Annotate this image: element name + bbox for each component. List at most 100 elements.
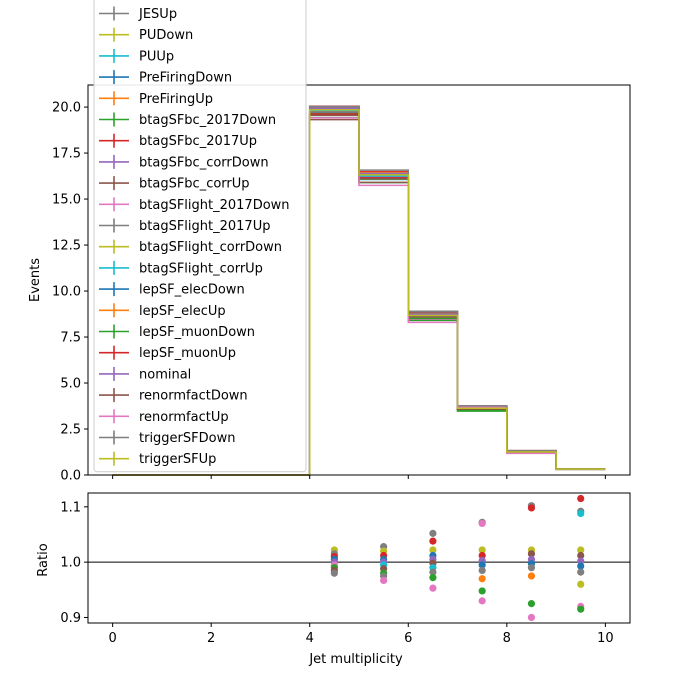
ratio-point [577, 546, 585, 554]
ratio-point [577, 551, 585, 560]
ratio-point [429, 584, 437, 592]
ratio-y-ticks: 0.9 1.0 1.1 [60, 500, 88, 626]
ratio-x-tick-label: 2 [207, 631, 215, 646]
legend-item: btagSFbc_2017Down [99, 112, 276, 128]
legend-label: lepSF_muonDown [139, 325, 255, 340]
legend-label: renormfactUp [139, 410, 229, 425]
ratio-point [429, 546, 437, 554]
legend-label: btagSFlight_2017Down [139, 198, 290, 213]
ratio-y-tick-label: 1.0 [60, 556, 81, 571]
legend-item: renormfactUp [99, 409, 229, 425]
ratio-point [478, 519, 486, 528]
events-y-tick-label: 2.5 [60, 423, 81, 438]
ratio-x-tick-label: 8 [503, 631, 511, 646]
legend-item: btagSFlight_corrDown [99, 239, 282, 255]
ratio-point [478, 566, 486, 575]
legend-label: lepSF_elecDown [139, 283, 245, 298]
legend-label: btagSFlight_corrDown [139, 240, 282, 255]
ratio-x-tick-label: 4 [306, 631, 314, 646]
ratio-point [429, 529, 437, 537]
events-y-tick-label: 0.0 [60, 469, 81, 484]
ratio-point [527, 550, 536, 558]
legend-item: lepSF_elecUp [99, 303, 226, 319]
legend-box [93, 0, 307, 473]
legend-item: btagSFbc_corrUp [99, 176, 250, 192]
ratio-point [577, 494, 585, 503]
legend-label: PreFiringUp [139, 92, 213, 107]
legend-label: PUUp [139, 49, 174, 64]
ratio-point [527, 504, 536, 512]
ratio-point [577, 580, 585, 588]
ratio-point [429, 568, 437, 576]
ratio-x-tick-label: 6 [404, 631, 412, 646]
legend-label: PUDown [139, 28, 193, 43]
legend-item: lepSF_muonDown [99, 324, 255, 340]
events-y-tick-label: 15.0 [52, 193, 81, 208]
legend: JESUp PUDown PUUp PreFiringDown PreFiringUp b… [93, 0, 307, 473]
ratio-y-tick-label: 0.9 [60, 611, 81, 626]
ratio-point [577, 562, 585, 570]
ratio-point [478, 546, 486, 554]
legend-item: JESUp [99, 6, 177, 22]
legend-item: btagSFbc_2017Up [99, 133, 257, 149]
legend-label: btagSFbc_2017Up [139, 134, 257, 149]
ratio-point [577, 605, 585, 613]
ratio-point [527, 613, 536, 622]
ratio-point [577, 568, 585, 576]
events-y-tick-label: 7.5 [60, 331, 81, 346]
ratio-x-tick-label: 10 [597, 631, 614, 646]
ratio-point [429, 537, 437, 545]
legend-label: btagSFlight_2017Up [139, 219, 270, 234]
events-x-ticks [112, 475, 606, 479]
events-axes-frame [87, 84, 631, 476]
ratio-point [527, 600, 536, 608]
ratio-point [527, 572, 536, 580]
x-axis-label: Jet multiplicity [308, 652, 403, 667]
legend-label: btagSFbc_2017Down [139, 113, 276, 128]
legend-item: lepSF_elecDown [99, 282, 245, 298]
legend-item: triggerSFDown [99, 430, 235, 446]
ratio-point [478, 587, 486, 595]
legend-item: btagSFbc_corrDown [99, 154, 269, 170]
ratio-point [478, 561, 486, 569]
events-y-tick-label: 17.5 [52, 147, 81, 162]
ratio-point [527, 564, 536, 572]
events-plot: 0.0 2.5 5.0 7.5 10.0 12.5 15.0 17.5 20.0 Events [28, 84, 631, 484]
ratio-x-ticks: 0 2 4 6 8 10 [108, 623, 614, 646]
ratio-y-label: Ratio [36, 543, 51, 576]
events-y-ticks: 0.0 2.5 5.0 7.5 10.0 12.5 15.0 17.5 20.0 [52, 101, 88, 484]
events-y-label: Events [28, 258, 43, 302]
ratio-point [478, 551, 486, 560]
legend-label: lepSF_elecUp [139, 304, 226, 319]
legend-label: nominal [139, 367, 191, 382]
ratio-point [577, 557, 585, 565]
legend-item: renormfactDown [99, 388, 248, 404]
ratio-plot: 0.9 1.0 1.1 0 2 4 6 8 10 Ratio Jet multiplicity [36, 492, 631, 667]
legend-item: PreFiringDown [99, 70, 232, 86]
ratio-point [330, 569, 338, 577]
ratio-x-tick-label: 0 [108, 631, 116, 646]
legend-label: btagSFlight_corrUp [139, 261, 263, 276]
ratio-axes-frame [87, 492, 631, 624]
legend-label: btagSFbc_corrDown [139, 155, 269, 170]
legend-item: triggerSFUp [99, 451, 216, 467]
legend-item: PUUp [99, 48, 174, 64]
legend-item: btagSFlight_2017Up [99, 218, 270, 234]
legend-label: triggerSFDown [139, 431, 235, 446]
events-y-tick-label: 5.0 [60, 377, 81, 392]
legend-label: renormfactDown [139, 389, 248, 404]
legend-item: btagSFlight_corrUp [99, 260, 263, 276]
ratio-point [380, 576, 388, 585]
events-y-tick-label: 20.0 [52, 101, 81, 116]
legend-item: PreFiringUp [99, 91, 213, 107]
ratio-point [478, 597, 486, 605]
ratio-y-tick-label: 1.1 [60, 500, 81, 515]
legend-item: lepSF_muonUp [99, 345, 236, 361]
events-y-tick-label: 10.0 [52, 285, 81, 300]
ratio-point [478, 575, 486, 583]
legend-label: PreFiringDown [139, 71, 232, 86]
ratio-point [577, 509, 585, 518]
legend-label: lepSF_muonUp [139, 346, 236, 361]
legend-label: btagSFbc_corrUp [139, 177, 250, 192]
